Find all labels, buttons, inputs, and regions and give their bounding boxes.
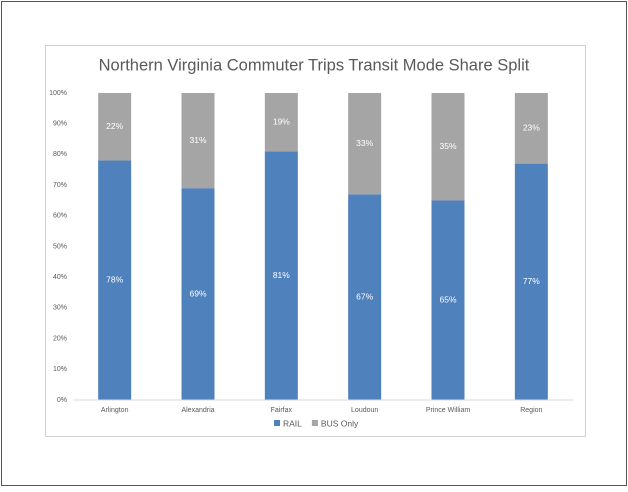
y-tick-label: 80% [53, 151, 67, 158]
y-tick-label: 0% [57, 397, 67, 404]
bar-segment [348, 194, 382, 400]
x-tick-label: Fairfax [271, 407, 293, 414]
chart-frame [45, 45, 586, 437]
y-tick-label: 40% [53, 274, 67, 281]
data-label: 33% [356, 138, 373, 148]
chart-title: Northern Virginia Commuter Trips Transit… [99, 56, 530, 74]
bar-segment [431, 93, 465, 201]
data-label: 67% [356, 291, 373, 301]
bar-segment [514, 93, 548, 164]
data-label: 22% [106, 121, 123, 131]
bar-segment [98, 93, 132, 161]
legend-label: BUS Only [321, 418, 359, 428]
data-label: 77% [523, 276, 540, 286]
bar-segment [264, 93, 298, 152]
y-tick-label: 70% [53, 182, 67, 189]
legend-label: RAIL [283, 418, 302, 428]
bar-segment [431, 200, 465, 400]
x-tick-label: Region [520, 407, 542, 414]
data-label: 78% [106, 275, 123, 285]
data-label: 23% [523, 123, 540, 133]
data-label: 65% [439, 294, 456, 304]
y-tick-label: 60% [53, 213, 67, 220]
y-tick-label: 30% [53, 305, 67, 312]
x-tick-label: Alexandria [181, 407, 214, 414]
y-tick-label: 10% [53, 366, 67, 373]
legend-swatch [274, 420, 280, 426]
data-label: 81% [273, 270, 290, 280]
bar-segment [181, 188, 215, 400]
x-tick-label: Arlington [101, 407, 129, 414]
y-tick-label: 90% [53, 121, 67, 128]
legend-swatch [311, 420, 318, 426]
bar-segment [181, 93, 215, 189]
y-tick-label: 20% [53, 335, 67, 342]
y-tick-label: 50% [53, 243, 67, 250]
data-label: 19% [273, 116, 290, 126]
data-label: 31% [189, 135, 206, 145]
y-tick-label: 100% [49, 90, 67, 97]
data-label: 69% [189, 288, 206, 298]
x-tick-label: Loudoun [351, 407, 378, 414]
bar-segment [348, 93, 382, 195]
data-label: 35% [439, 141, 456, 151]
bar-segment [264, 151, 298, 400]
x-tick-label: Prince William [426, 407, 471, 414]
bar-segment [98, 160, 132, 400]
bar-segment [514, 163, 548, 400]
